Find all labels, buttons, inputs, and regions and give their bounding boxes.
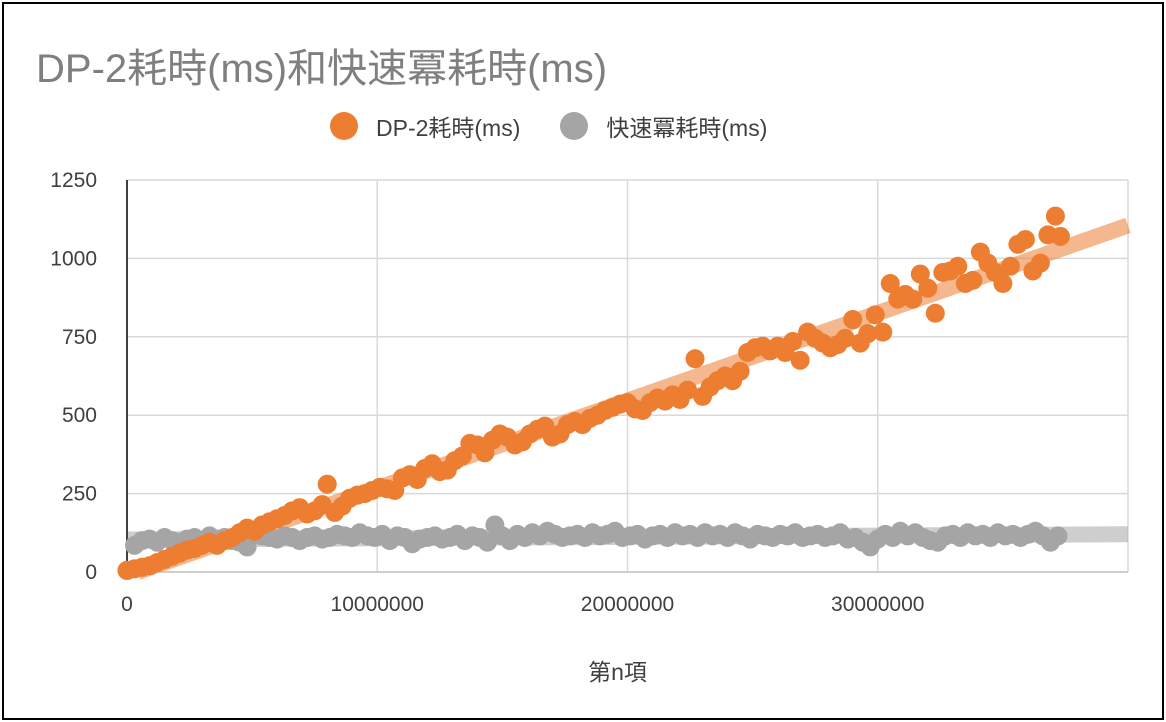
legend-marker-fast-pow [560, 112, 589, 140]
point-dp2 [948, 256, 968, 276]
y-tick-label: 1250 [50, 169, 97, 192]
point-dp2 [963, 270, 983, 290]
y-tick-labels: 0 250 500 750 1000 1250 [50, 169, 97, 584]
point-dp2 [685, 349, 705, 369]
data-points [117, 206, 1070, 580]
point-dp2 [843, 310, 863, 330]
point-dp2 [858, 324, 878, 344]
point-dp2 [903, 289, 923, 309]
x-tick-label: 30000000 [831, 593, 924, 616]
point-dp2 [678, 380, 698, 400]
point-dp2 [317, 474, 337, 494]
point-dp2 [910, 264, 930, 284]
x-tick-label: 0 [121, 593, 133, 616]
x-tick-label: 10000000 [331, 593, 424, 616]
point-fast-pow [477, 532, 497, 552]
y-tick-label: 1000 [50, 247, 97, 270]
point-dp2 [925, 303, 945, 323]
point-dp2 [730, 361, 750, 381]
point-dp2 [783, 332, 803, 352]
point-dp2 [993, 273, 1013, 293]
point-dp2 [1015, 230, 1035, 250]
point-dp2 [865, 305, 885, 325]
legend-marker-dp2 [330, 112, 358, 140]
y-tick-label: 500 [62, 404, 97, 427]
y-tick-label: 0 [85, 561, 97, 584]
chart-title: DP-2耗時(ms)和快速冪耗時(ms) [36, 47, 608, 91]
legend: DP-2耗時(ms) 快速冪耗時(ms) [330, 108, 767, 144]
legend-label-fast-pow: 快速冪耗時(ms) [606, 115, 768, 141]
point-dp2 [873, 322, 893, 342]
point-fast-pow [1048, 526, 1068, 546]
point-dp2 [880, 273, 900, 293]
x-tick-label: 20000000 [581, 593, 674, 616]
legend-item-fast-pow: 快速冪耗時(ms) [560, 109, 767, 143]
y-tick-label: 250 [62, 483, 97, 506]
point-dp2 [918, 278, 938, 298]
axes [126, 180, 1128, 573]
point-dp2 [1000, 256, 1020, 276]
legend-label-dp2: DP-2耗時(ms) [376, 115, 521, 141]
point-dp2 [1045, 206, 1065, 226]
point-dp2 [835, 328, 855, 348]
point-dp2 [1030, 253, 1050, 273]
x-tick-labels: 0 10000000 20000000 30000000 [121, 593, 924, 616]
y-tick-label: 750 [62, 326, 97, 349]
point-dp2 [1050, 226, 1070, 246]
legend-item-dp2: DP-2耗時(ms) [330, 109, 520, 143]
x-axis-label: 第n項 [588, 659, 647, 685]
point-dp2 [790, 350, 810, 370]
